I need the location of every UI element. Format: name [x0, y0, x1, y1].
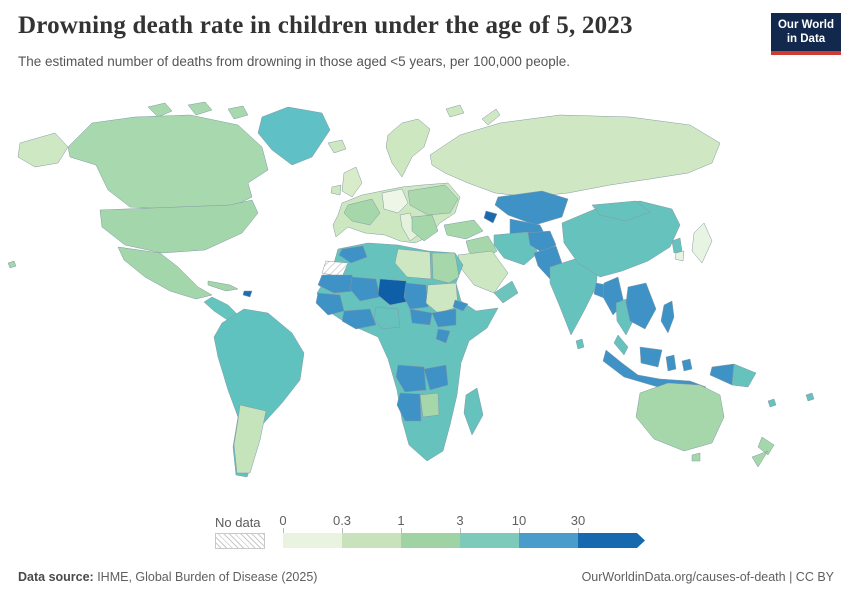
owid-logo-line1: Our World: [777, 19, 834, 31]
region-south-korea[interactable]: [674, 250, 685, 262]
region-tasmania[interactable]: [691, 452, 701, 462]
region-sudan[interactable]: [425, 282, 459, 314]
region-ireland[interactable]: [330, 184, 342, 196]
region-new-zealand[interactable]: [751, 436, 775, 468]
region-greenland[interactable]: [257, 106, 331, 166]
legend-tickmark: [283, 528, 284, 533]
region-saudi-arabia[interactable]: [457, 250, 509, 294]
region-japan[interactable]: [691, 222, 713, 264]
region-malaysia[interactable]: [613, 334, 629, 356]
region-senegal-guinea[interactable]: [315, 292, 345, 316]
region-namibia[interactable]: [396, 392, 422, 422]
region-azerbaijan[interactable]: [483, 210, 498, 224]
footer: Data source: IHME, Global Burden of Dise…: [18, 570, 834, 584]
region-mali[interactable]: [349, 276, 381, 302]
region-alaska[interactable]: [17, 132, 69, 168]
data-source-text: Data source: IHME, Global Burden of Dise…: [18, 570, 318, 584]
region-haiti[interactable]: [242, 290, 253, 298]
region-mongolia[interactable]: [591, 200, 651, 222]
no-data-swatch[interactable]: [215, 533, 265, 549]
region-north-korea[interactable]: [671, 237, 683, 254]
region-borneo[interactable]: [639, 346, 663, 368]
region-south-america[interactable]: [213, 308, 305, 478]
region-iran[interactable]: [493, 231, 539, 266]
region-central-europe[interactable]: [381, 188, 409, 214]
region-canada[interactable]: [67, 114, 269, 214]
region-libya[interactable]: [394, 248, 432, 280]
legend-tickmark: [460, 528, 461, 533]
legend-bin-0-0.3[interactable]: [283, 533, 342, 548]
region-mexico[interactable]: [117, 246, 213, 300]
legend-bin-0.3-1[interactable]: [342, 533, 401, 548]
region-uk[interactable]: [341, 166, 363, 198]
region-philippines[interactable]: [660, 300, 675, 334]
region-sri-lanka[interactable]: [575, 338, 585, 350]
owid-logo-line2: in Data: [786, 33, 826, 46]
region-angola[interactable]: [395, 364, 427, 393]
legend-tickmark: [519, 528, 520, 533]
legend-tick-03: 0.3: [332, 513, 352, 528]
legend-bin-1-3[interactable]: [401, 533, 460, 548]
legend-bin-10-30[interactable]: [519, 533, 578, 548]
region-uganda[interactable]: [435, 328, 451, 344]
region-indochina[interactable]: [625, 282, 657, 330]
legend-tick-0: 0: [279, 513, 287, 528]
region-botswana[interactable]: [419, 392, 440, 418]
map-legend: No data 0 0.3 1 3 10 30: [0, 512, 850, 556]
region-madagascar[interactable]: [463, 387, 484, 436]
page-subtitle: The estimated number of deaths from drow…: [18, 54, 570, 69]
region-sulawesi[interactable]: [665, 354, 693, 372]
region-chad[interactable]: [403, 282, 429, 310]
legend-tickmark: [401, 528, 402, 533]
region-novaya-zemlya[interactable]: [481, 108, 501, 126]
region-svalbard[interactable]: [445, 104, 465, 118]
legend-bin-3-10[interactable]: [460, 533, 519, 548]
region-west-papua[interactable]: [709, 363, 735, 386]
region-pacific-islands[interactable]: [767, 392, 815, 408]
region-hawaii[interactable]: [7, 260, 17, 269]
region-usa[interactable]: [99, 199, 259, 254]
region-papua-new-guinea[interactable]: [731, 363, 757, 388]
legend-tickmark: [578, 528, 579, 533]
region-turkey[interactable]: [443, 219, 484, 240]
region-kazakhstan[interactable]: [494, 190, 569, 226]
region-balkans[interactable]: [411, 214, 439, 242]
region-niger[interactable]: [377, 278, 411, 306]
region-arctic-islands[interactable]: [147, 101, 249, 120]
legend-tick-3: 3: [456, 513, 464, 528]
region-yemen-oman[interactable]: [493, 280, 519, 304]
region-scandinavia[interactable]: [385, 118, 431, 178]
region-russia[interactable]: [429, 114, 721, 198]
legend-tickmark: [342, 528, 343, 533]
region-italy[interactable]: [399, 212, 419, 242]
region-nigeria[interactable]: [373, 306, 401, 330]
region-indonesia[interactable]: [602, 349, 707, 394]
owid-url-link[interactable]: OurWorldinData.org/causes-of-death | CC …: [581, 570, 834, 584]
region-central-african-republic[interactable]: [409, 308, 433, 326]
region-southern-cone[interactable]: [233, 404, 267, 474]
region-egypt[interactable]: [431, 252, 460, 284]
legend-tick-1: 1: [397, 513, 405, 528]
region-zambia[interactable]: [423, 364, 449, 391]
region-morocco[interactable]: [338, 245, 368, 264]
owid-logo[interactable]: Our World in Data: [771, 13, 841, 55]
region-mauritania[interactable]: [317, 274, 357, 294]
region-france[interactable]: [343, 198, 381, 226]
data-source-label: Data source:: [18, 570, 94, 584]
legend-tick-30: 30: [570, 513, 586, 528]
region-south-sudan[interactable]: [431, 308, 457, 328]
page-title: Drowning death rate in children under th…: [18, 12, 633, 39]
region-cuba[interactable]: [207, 280, 239, 292]
region-eritrea[interactable]: [452, 299, 469, 312]
region-gulf-of-guinea[interactable]: [341, 308, 377, 330]
region-iceland[interactable]: [327, 139, 347, 154]
region-australia[interactable]: [635, 382, 725, 452]
region-eastern-europe[interactable]: [407, 184, 459, 216]
legend-bin-30-plus[interactable]: [578, 533, 645, 548]
legend-tick-10: 10: [511, 513, 527, 528]
no-data-label: No data: [215, 515, 261, 530]
world-choropleth-map: [0, 95, 850, 507]
